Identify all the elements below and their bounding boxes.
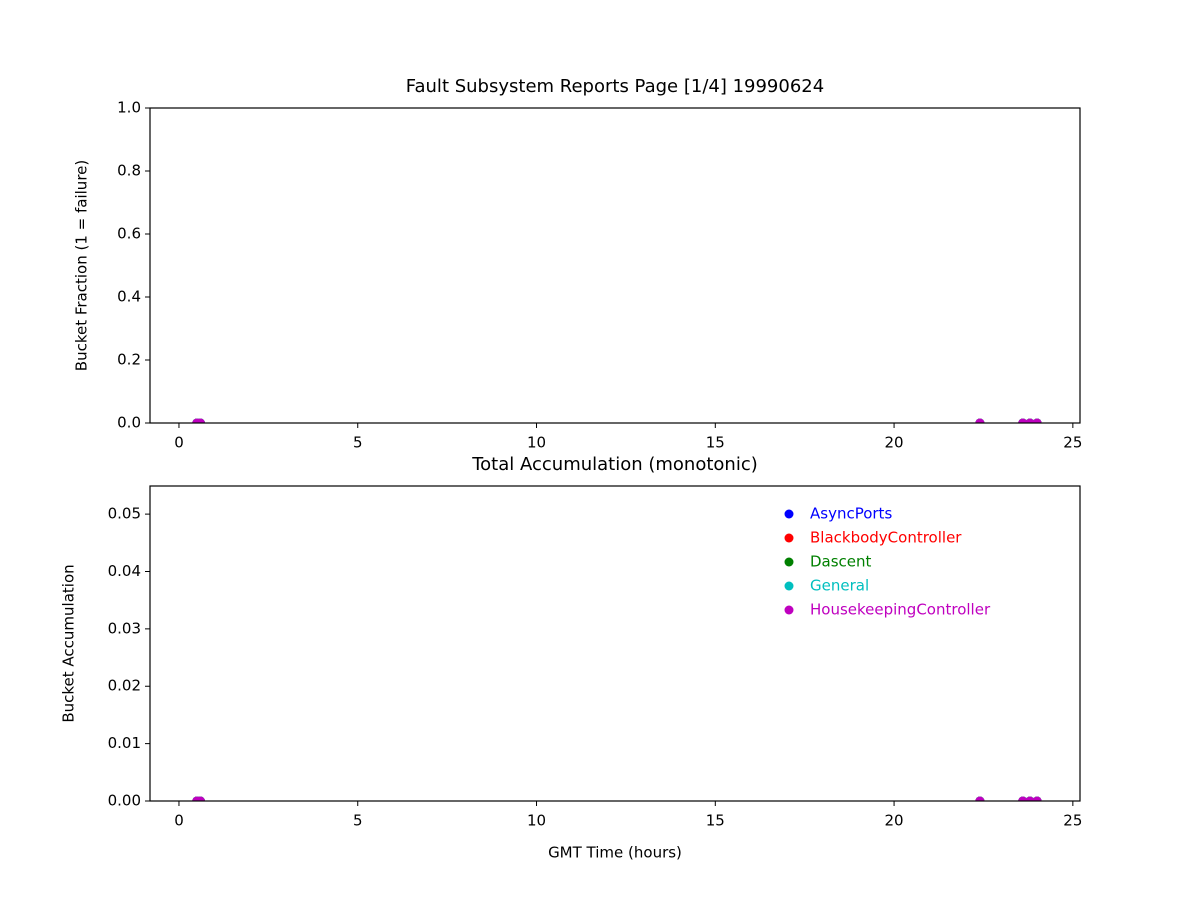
y-tick-label: 0.0 [117, 414, 141, 432]
legend-marker [784, 557, 794, 567]
y-tick-label: 0.2 [117, 351, 141, 369]
legend-marker [784, 605, 794, 615]
x-tick-label: 15 [706, 812, 725, 830]
axes-frame [149, 485, 1081, 802]
legend-label: Dascent [810, 553, 872, 571]
chart-title: Fault Subsystem Reports Page [1/4] 19990… [406, 76, 824, 97]
y-tick-label: 0.6 [117, 225, 141, 243]
y-tick-label: 0.04 [108, 562, 141, 580]
legend-marker [784, 533, 794, 543]
x-tick-label: 5 [353, 812, 363, 830]
data-point [1025, 418, 1035, 423]
y-tick-label: 0.4 [117, 288, 141, 306]
y-tick-label: 0.03 [108, 619, 141, 637]
data-point [1018, 796, 1028, 801]
legend-label: BlackbodyController [810, 529, 962, 547]
x-tick-label: 20 [885, 812, 904, 830]
x-tick-label: 25 [1063, 812, 1082, 830]
plot-area [192, 796, 1042, 801]
legend-marker [784, 509, 794, 519]
x-tick-label: 0 [174, 434, 184, 452]
x-axis-label: GMT Time (hours) [548, 844, 682, 862]
y-tick-label: 0.02 [108, 677, 141, 695]
data-point [1032, 796, 1042, 801]
legend-marker [784, 581, 794, 591]
data-point [1025, 796, 1035, 801]
y-tick-label: 0.01 [108, 734, 141, 752]
data-point [1018, 418, 1028, 423]
x-tick-label: 25 [1063, 434, 1082, 452]
y-axis-label: Bucket Accumulation [60, 564, 78, 722]
data-point [195, 418, 205, 423]
plot-area [192, 418, 1042, 423]
y-tick-label: 0.00 [108, 792, 141, 810]
data-point [195, 796, 205, 801]
x-tick-label: 0 [174, 812, 184, 830]
x-tick-label: 10 [527, 812, 546, 830]
chart-title: Total Accumulation (monotonic) [471, 454, 758, 475]
legend-label: HousekeepingController [810, 601, 991, 619]
data-point [975, 796, 985, 801]
y-tick-label: 1.0 [117, 99, 141, 117]
legend-label: AsyncPorts [810, 505, 892, 523]
x-tick-label: 20 [885, 434, 904, 452]
data-point [975, 418, 985, 423]
axes-frame [149, 107, 1081, 424]
x-tick-label: 10 [527, 434, 546, 452]
legend-label: General [810, 577, 869, 595]
x-tick-label: 15 [706, 434, 725, 452]
y-tick-label: 0.8 [117, 162, 141, 180]
y-axis-label: Bucket Fraction (1 = failure) [73, 160, 91, 371]
x-tick-label: 5 [353, 434, 363, 452]
data-point [1032, 418, 1042, 423]
y-tick-label: 0.05 [108, 505, 141, 523]
